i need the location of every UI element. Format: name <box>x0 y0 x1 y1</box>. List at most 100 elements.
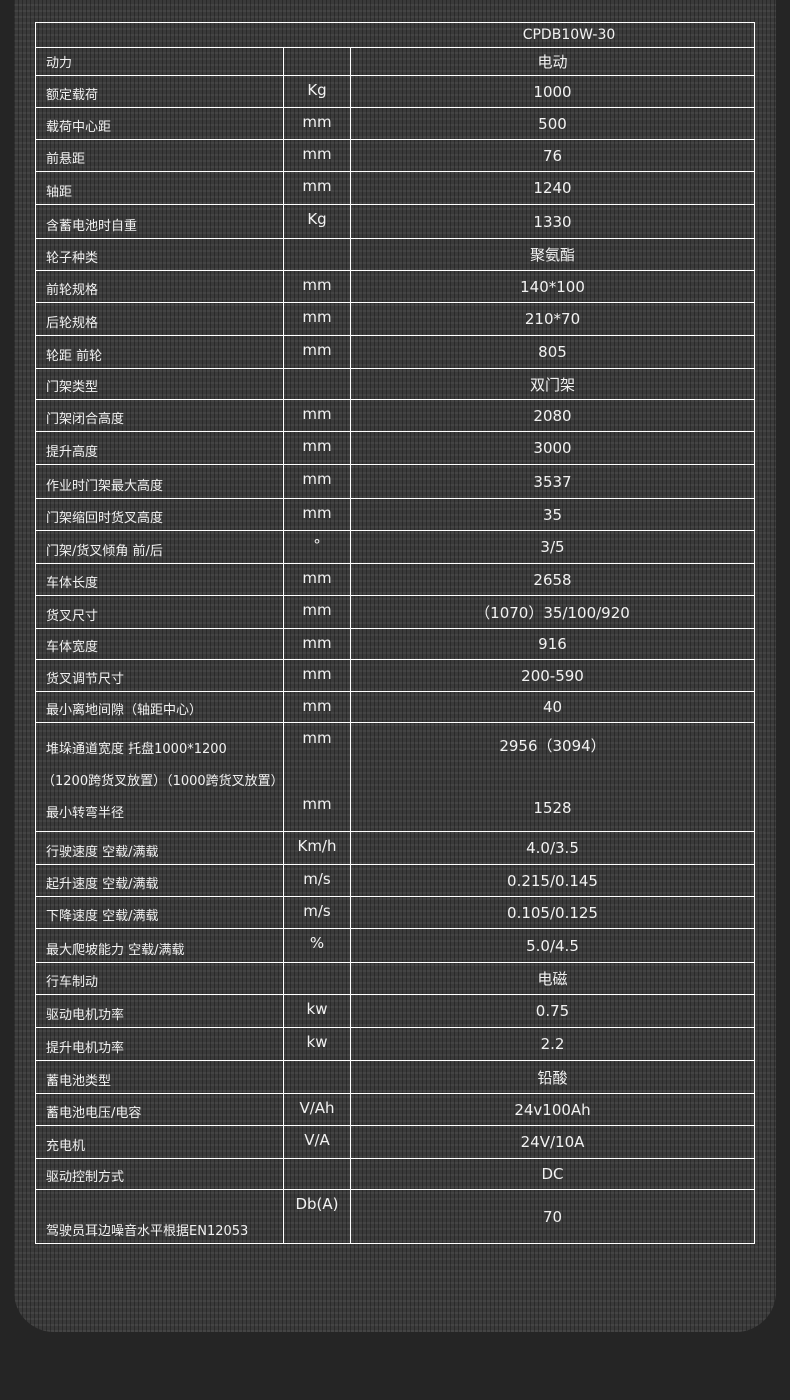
table-row: 蓄电池电压/电容 V/Ah 24v100Ah <box>35 1093 755 1126</box>
row-unit: mm <box>283 139 351 172</box>
table-row: 作业时门架最大高度 mm 3537 <box>35 464 755 499</box>
row-value: 3/5 <box>350 530 755 564</box>
row-value: 70 <box>350 1189 755 1244</box>
table-row: 门架缩回时货叉高度 mm 35 <box>35 498 755 531</box>
row-label: 蓄电池类型 <box>35 1060 284 1094</box>
model-name: CPDB10W-30 <box>35 22 755 48</box>
row-unit: mm <box>283 431 351 465</box>
row-value: 805 <box>350 335 755 369</box>
row-value: DC <box>350 1158 755 1190</box>
table-row: 车体宽度 mm 916 <box>35 628 755 660</box>
row-unit: mm <box>283 691 351 723</box>
table-row: 轮距 前轮 mm 805 <box>35 335 755 369</box>
row-label: 充电机 <box>35 1125 284 1159</box>
label-aisle-width: 堆垛通道宽度 托盘1000*1200 <box>46 741 227 757</box>
table-row: 后轮规格 mm 210*70 <box>35 302 755 336</box>
row-unit <box>283 368 351 400</box>
row-unit: mm <box>283 464 351 499</box>
row-label: 含蓄电池时自重 <box>35 204 284 239</box>
row-label: 堆垛通道宽度 托盘1000*1200 （1200跨货叉放置）（1000跨货叉放置）… <box>35 722 284 832</box>
table-row: 载荷中心距 mm 500 <box>35 107 755 140</box>
row-unit: Kg <box>283 204 351 239</box>
row-value: 2.2 <box>350 1027 755 1061</box>
row-value: 140*100 <box>350 270 755 303</box>
row-unit: mm <box>283 270 351 303</box>
row-value: 35 <box>350 498 755 531</box>
row-label: 驱动控制方式 <box>35 1158 284 1190</box>
table-row: 起升速度 空载/满载 m/s 0.215/0.145 <box>35 864 755 897</box>
row-unit: mm <box>283 107 351 140</box>
row-unit <box>283 962 351 995</box>
value-turning-radius: 1528 <box>533 799 572 817</box>
table-row: 货叉尺寸 mm （1070）35/100/920 <box>35 595 755 629</box>
unit-turning-radius: mm <box>302 795 332 813</box>
table-row: 前轮规格 mm 140*100 <box>35 270 755 303</box>
unit-aisle-width: mm <box>302 729 332 747</box>
row-value: 200-590 <box>350 659 755 692</box>
row-value: 1330 <box>350 204 755 239</box>
row-unit: mm <box>283 498 351 531</box>
row-label: 驾驶员耳边噪音水平根据EN12053 <box>35 1189 284 1244</box>
label-turning-radius: 最小转弯半径 <box>46 805 125 821</box>
row-value: 916 <box>350 628 755 660</box>
row-unit: mm mm <box>283 722 351 832</box>
row-label: 蓄电池电压/电容 <box>35 1093 284 1126</box>
row-value: 24v100Ah <box>350 1093 755 1126</box>
table-row: 门架闭合高度 mm 2080 <box>35 399 755 432</box>
row-unit: mm <box>283 659 351 692</box>
row-value: 5.0/4.5 <box>350 928 755 963</box>
row-value: 500 <box>350 107 755 140</box>
table-row: 动力 电动 <box>35 47 755 76</box>
row-label: 提升电机功率 <box>35 1027 284 1061</box>
row-label: 下降速度 空载/满载 <box>35 896 284 929</box>
row-value: 2956（3094） 1528 <box>350 722 755 832</box>
row-unit: mm <box>283 399 351 432</box>
row-value: 2658 <box>350 563 755 596</box>
table-row: 货叉调节尺寸 mm 200-590 <box>35 659 755 692</box>
row-label: 轮子种类 <box>35 238 284 271</box>
row-value: （1070）35/100/920 <box>350 595 755 629</box>
row-value: 铅酸 <box>350 1060 755 1094</box>
table-row: 充电机 V/A 24V/10A <box>35 1125 755 1159</box>
row-unit: kw <box>283 1027 351 1061</box>
table-row: 门架/货叉倾角 前/后 ° 3/5 <box>35 530 755 564</box>
row-label: 行驶速度 空载/满载 <box>35 831 284 865</box>
row-unit: mm <box>283 171 351 205</box>
row-label: 门架缩回时货叉高度 <box>35 498 284 531</box>
row-label: 后轮规格 <box>35 302 284 336</box>
row-value: 电磁 <box>350 962 755 995</box>
row-unit: mm <box>283 335 351 369</box>
row-value: 双门架 <box>350 368 755 400</box>
table-row: 下降速度 空载/满载 m/s 0.105/0.125 <box>35 896 755 929</box>
row-value: 3000 <box>350 431 755 465</box>
row-label: 动力 <box>35 47 284 76</box>
row-label: 起升速度 空载/满载 <box>35 864 284 897</box>
row-unit: m/s <box>283 896 351 929</box>
table-row: 行车制动 电磁 <box>35 962 755 995</box>
table-row: 提升电机功率 kw 2.2 <box>35 1027 755 1061</box>
row-unit: V/Ah <box>283 1093 351 1126</box>
row-label: 作业时门架最大高度 <box>35 464 284 499</box>
row-label: 行车制动 <box>35 962 284 995</box>
row-value: 0.75 <box>350 994 755 1028</box>
row-unit: % <box>283 928 351 963</box>
label-aisle-note: （1200跨货叉放置）（1000跨货叉放置） <box>42 773 284 789</box>
row-label: 车体长度 <box>35 563 284 596</box>
row-unit: kw <box>283 994 351 1028</box>
row-unit: mm <box>283 595 351 629</box>
row-unit: mm <box>283 302 351 336</box>
row-unit: mm <box>283 563 351 596</box>
row-unit <box>283 47 351 76</box>
row-unit: m/s <box>283 864 351 897</box>
row-value: 76 <box>350 139 755 172</box>
row-unit: Kg <box>283 75 351 108</box>
row-value: 0.105/0.125 <box>350 896 755 929</box>
table-row: 额定载荷 Kg 1000 <box>35 75 755 108</box>
row-value: 电动 <box>350 47 755 76</box>
table-row: 驾驶员耳边噪音水平根据EN12053 Db(A) 70 <box>35 1189 755 1244</box>
table-row: 门架类型 双门架 <box>35 368 755 400</box>
table-row-combined: 堆垛通道宽度 托盘1000*1200 （1200跨货叉放置）（1000跨货叉放置）… <box>35 722 755 832</box>
row-label: 额定载荷 <box>35 75 284 108</box>
row-value: 2080 <box>350 399 755 432</box>
row-label: 轮距 前轮 <box>35 335 284 369</box>
